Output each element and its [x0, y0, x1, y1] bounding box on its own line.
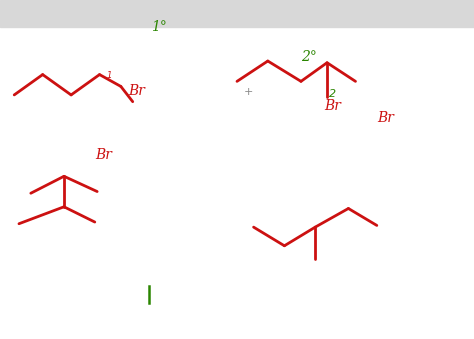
Text: 2: 2 — [328, 88, 336, 99]
Text: Br: Br — [95, 148, 112, 162]
Text: 2°: 2° — [301, 50, 317, 64]
Text: Br: Br — [325, 99, 342, 113]
Text: 1: 1 — [107, 71, 112, 80]
Text: +: + — [244, 87, 254, 97]
Text: Br: Br — [377, 111, 394, 125]
Bar — [0, 0, 474, 27]
Text: 1°: 1° — [151, 20, 166, 34]
Text: Br: Br — [128, 84, 145, 98]
